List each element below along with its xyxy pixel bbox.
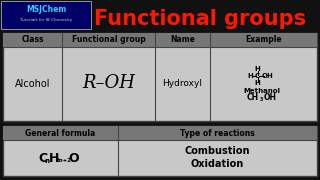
Text: 2n+2: 2n+2 (55, 159, 71, 163)
Text: H: H (248, 73, 253, 79)
Text: n: n (44, 158, 50, 164)
FancyBboxPatch shape (3, 33, 317, 47)
Text: Type of reactions: Type of reactions (180, 129, 255, 138)
Text: 3: 3 (260, 97, 263, 102)
Text: OH: OH (262, 73, 273, 79)
Text: Alcohol: Alcohol (15, 79, 50, 89)
Text: Tutorials for IB Chemistry: Tutorials for IB Chemistry (20, 18, 72, 22)
FancyBboxPatch shape (3, 126, 317, 140)
Text: Methanol: Methanol (243, 88, 280, 94)
FancyBboxPatch shape (3, 33, 317, 121)
Text: General formula: General formula (25, 129, 96, 138)
Text: Example: Example (245, 35, 282, 44)
Text: H: H (255, 66, 260, 72)
Text: Combustion: Combustion (185, 146, 250, 156)
FancyBboxPatch shape (1, 1, 91, 29)
Text: C: C (38, 152, 48, 165)
Text: R–OH: R–OH (82, 74, 135, 92)
Text: H: H (49, 152, 59, 165)
Text: Oxidation: Oxidation (191, 159, 244, 169)
Text: C: C (255, 73, 260, 79)
Text: H: H (255, 80, 260, 86)
Text: CH: CH (246, 93, 259, 102)
Text: MSJChem: MSJChem (26, 4, 66, 14)
Text: Functional group: Functional group (72, 35, 145, 44)
FancyBboxPatch shape (3, 126, 317, 176)
Text: Hydroxyl: Hydroxyl (163, 80, 203, 89)
Text: Name: Name (170, 35, 195, 44)
Text: Class: Class (21, 35, 44, 44)
Text: Functional groups: Functional groups (94, 9, 306, 29)
Text: OH: OH (263, 93, 276, 102)
Text: O: O (68, 152, 79, 165)
